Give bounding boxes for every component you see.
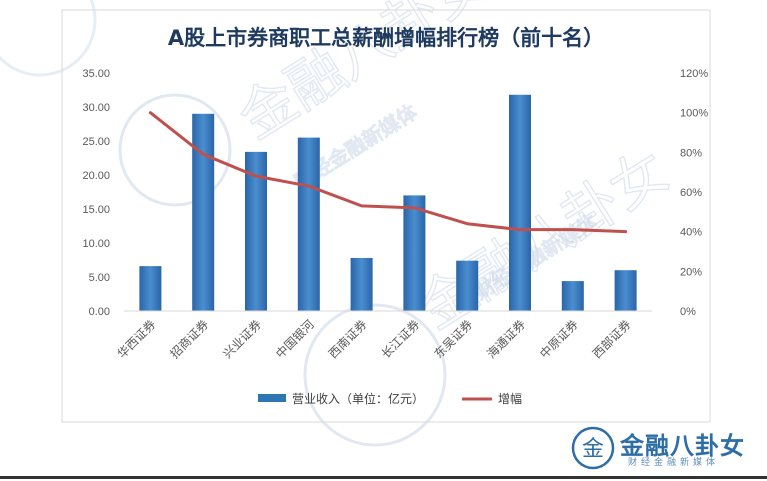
bar bbox=[614, 270, 637, 311]
series-line-growth bbox=[148, 111, 628, 234]
x-axis-tick-label: 兴业证券 bbox=[220, 317, 265, 362]
brand-tagline: 财经金融新媒体 bbox=[628, 458, 720, 468]
watermark-seal-left bbox=[118, 93, 232, 207]
y2-axis-tick-label: 80% bbox=[680, 147, 702, 159]
x-axis-tick-label: 西南证券 bbox=[325, 317, 370, 362]
brand-logo: 金 金融八卦女 财经金融新媒体 bbox=[568, 424, 758, 472]
bar bbox=[509, 94, 531, 311]
y2-axis-tick-label: 120% bbox=[680, 68, 708, 80]
brand-seal-icon: 金 bbox=[571, 426, 615, 470]
y2-axis-tick-label: 40% bbox=[680, 227, 702, 239]
y-axis-tick-label: 5.00 bbox=[89, 272, 110, 284]
bar bbox=[350, 257, 373, 311]
x-axis-tick-label: 长江证券 bbox=[378, 317, 423, 362]
y-axis-tick-label: 35.00 bbox=[82, 68, 110, 80]
y-axis-tick-label: 25.00 bbox=[82, 136, 110, 148]
plot-area bbox=[139, 94, 637, 311]
x-axis-tick-label: 招商证券 bbox=[167, 317, 212, 362]
x-axis-tick-label: 中原证券 bbox=[536, 317, 581, 362]
legend: 营业收入（单位：亿元） 增幅 bbox=[258, 391, 522, 406]
brand-seal-char: 金 bbox=[582, 437, 604, 462]
bottom-divider bbox=[0, 476, 767, 479]
y2-axis-tick-label: 100% bbox=[680, 108, 708, 120]
legend-label-revenue: 营业收入（单位：亿元） bbox=[292, 391, 424, 406]
x-axis-tick-label: 海通证券 bbox=[484, 317, 529, 362]
y2-axis-tick-label: 0% bbox=[680, 306, 696, 318]
brand-name: 金融八卦女 bbox=[620, 432, 745, 460]
bar bbox=[561, 281, 584, 311]
x-axis-tick-label: 中国银河 bbox=[272, 317, 317, 362]
bar bbox=[403, 195, 426, 311]
legend-label-growth: 增幅 bbox=[498, 391, 522, 406]
chart-title: A股上市券商职工总薪酬增幅排行榜（前十名） bbox=[168, 26, 604, 50]
x-axis-tick-label: 华西证券 bbox=[114, 317, 159, 362]
bar bbox=[297, 137, 320, 311]
y-axis-tick-label: 0.00 bbox=[89, 306, 110, 318]
watermark-seal-top bbox=[0, 0, 97, 77]
bar bbox=[192, 113, 215, 311]
bar bbox=[139, 266, 162, 311]
y-axis-tick-label: 30.00 bbox=[82, 102, 110, 114]
watermark: 金融八卦女 金融八卦女 财经金融新媒体 财经金融新媒体 bbox=[0, 0, 681, 447]
chart-panel bbox=[61, 9, 711, 423]
y2-axis-tick-label: 60% bbox=[680, 187, 702, 199]
y2-axis-tick-label: 20% bbox=[680, 266, 702, 278]
legend-swatch-revenue bbox=[258, 394, 286, 402]
bar bbox=[245, 151, 267, 311]
y-axis-tick-label: 10.00 bbox=[82, 238, 110, 250]
x-axis-tick-label: 西部证券 bbox=[589, 317, 634, 362]
bar bbox=[456, 260, 479, 311]
y-axis-tick-label: 20.00 bbox=[82, 170, 110, 182]
watermark-seal-right bbox=[303, 303, 447, 447]
y-axis-tick-label: 15.00 bbox=[82, 204, 110, 216]
